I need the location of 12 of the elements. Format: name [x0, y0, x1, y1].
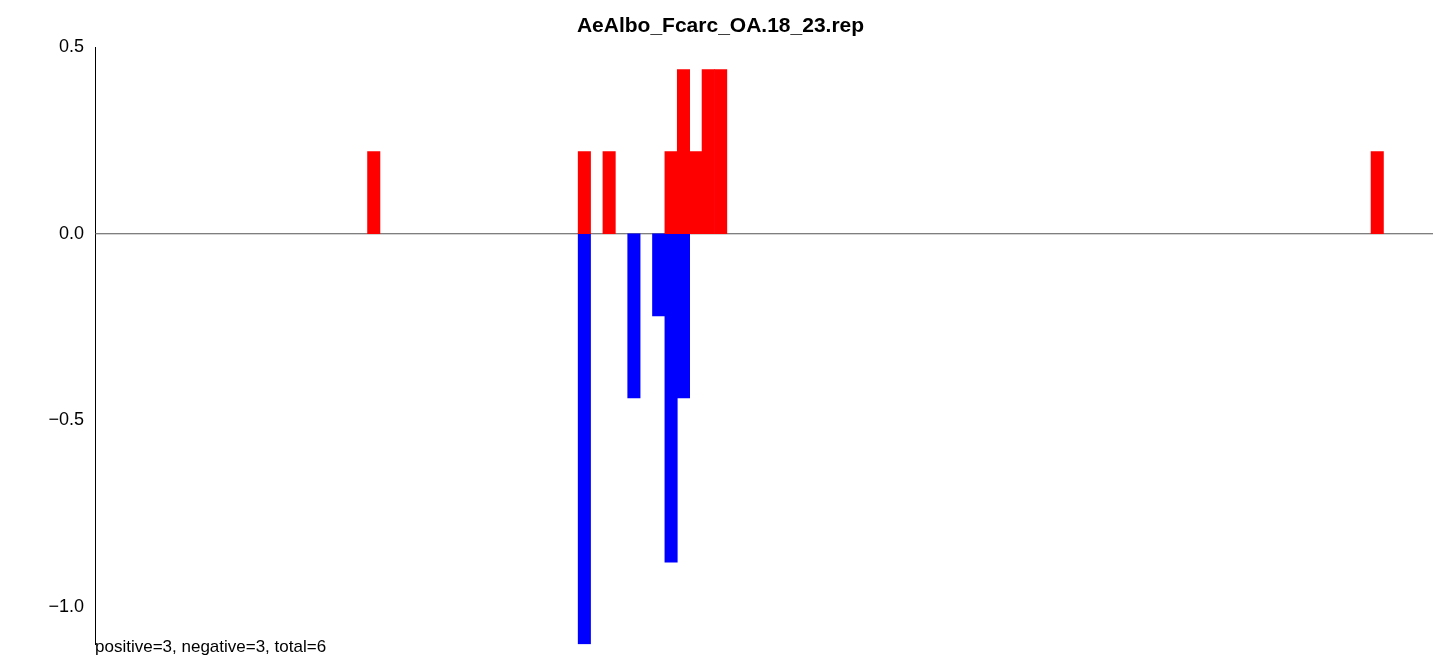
y-tick-label: −0.5	[48, 409, 84, 430]
annotation: positive=3, negative=3, total=6	[95, 637, 327, 657]
y-tick-label: 0.5	[58, 36, 84, 57]
bar	[367, 151, 381, 235]
chart-title: AeAlbo_Fcarc_OA.18_23.rep	[576, 13, 865, 37]
y-tick-label: −1.0	[48, 595, 84, 616]
bar	[577, 151, 591, 235]
bar	[1370, 151, 1384, 235]
y-tick-label: 0.0	[58, 222, 84, 243]
bar	[627, 233, 641, 399]
bar	[602, 151, 616, 235]
bar	[577, 233, 591, 645]
